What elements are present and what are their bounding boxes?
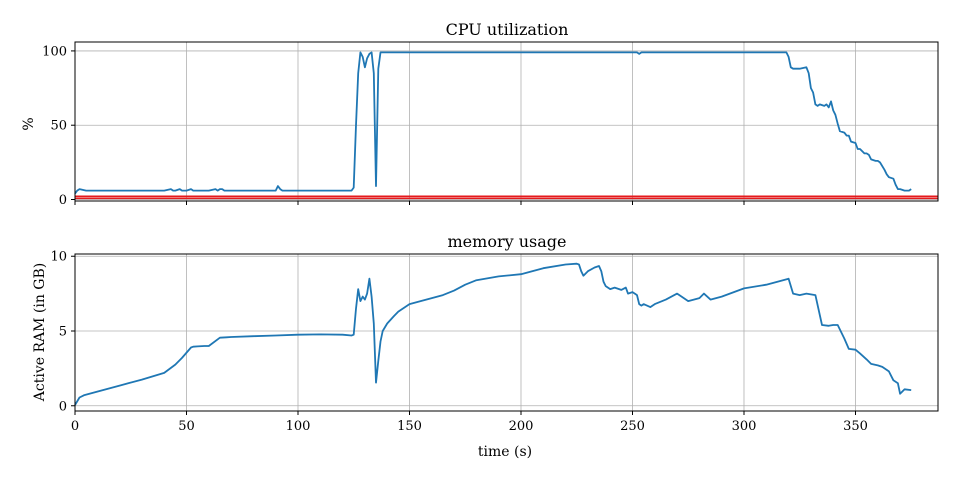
cpu-utilization-panel: CPU utilization % 0 50 100 <box>21 20 939 208</box>
memory-x-tick-label: 350 <box>843 419 868 434</box>
cpu-reference-band <box>75 196 938 199</box>
memory-y-axis-label: Active RAM (in GB) <box>32 263 48 402</box>
memory-y-tick-label: 10 <box>50 250 67 265</box>
cpu-y-tick-label: 100 <box>42 44 67 59</box>
memory-y-tick-label: 0 <box>59 399 67 414</box>
cpu-axes-frame <box>74 41 939 202</box>
memory-axes-frame <box>74 253 939 412</box>
memory-x-tick-label: 50 <box>178 419 195 434</box>
memory-y-tick-label: 5 <box>59 325 67 340</box>
cpu-chart-title: CPU utilization <box>446 20 569 39</box>
cpu-y-tick-label: 50 <box>50 119 67 134</box>
memory-usage-panel: memory usage Active RAM (in GB) time (s)… <box>32 232 939 460</box>
memory-gridlines <box>74 254 938 411</box>
memory-x-tick-label: 250 <box>620 419 645 434</box>
cpu-series-line <box>74 51 912 195</box>
cpu-y-tick-label: 0 <box>59 193 67 208</box>
cpu-y-axis-label: % <box>21 117 37 130</box>
memory-x-tick-label: 100 <box>286 419 311 434</box>
memory-x-tick-label: 200 <box>509 419 534 434</box>
memory-x-axis-label: time (s) <box>478 444 532 460</box>
memory-series-line <box>74 262 912 406</box>
cpu-gridlines <box>74 42 938 201</box>
memory-x-tick-label: 0 <box>71 419 79 434</box>
memory-x-tick-label: 300 <box>732 419 757 434</box>
memory-x-tick-label: 150 <box>397 419 422 434</box>
memory-chart-title: memory usage <box>448 232 567 251</box>
